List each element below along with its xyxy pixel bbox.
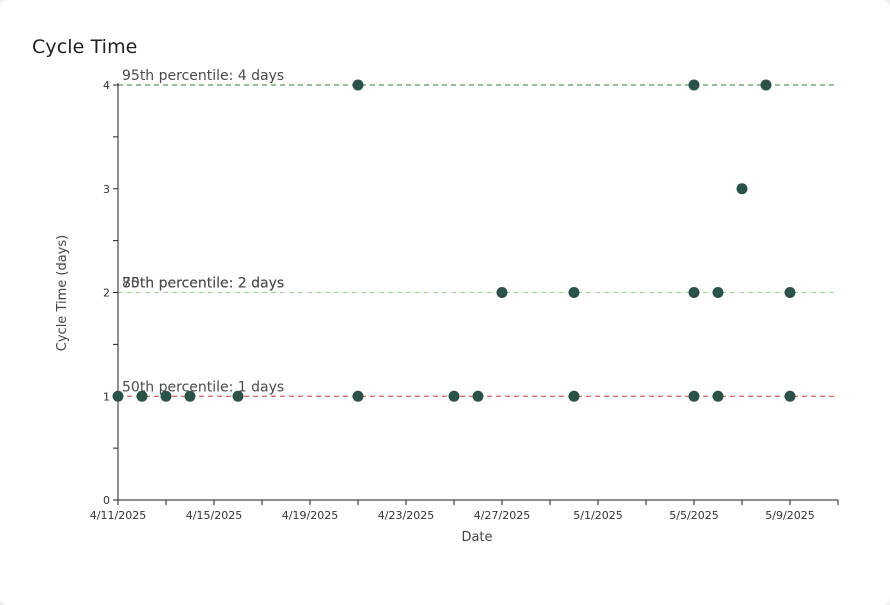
- data-point: [688, 79, 700, 91]
- data-point: [112, 390, 124, 402]
- data-point: [136, 390, 148, 402]
- y-axis-label: Cycle Time (days): [55, 235, 70, 351]
- percentile-label: 85th percentile: 2 days: [122, 276, 284, 292]
- x-tick-label: 4/11/2025: [90, 509, 146, 522]
- data-point: [760, 79, 772, 91]
- data-point: [496, 287, 508, 298]
- data-point: [160, 390, 172, 402]
- percentile-label: 50th percentile: 1 days: [122, 379, 284, 395]
- x-tick-label: 4/23/2025: [378, 509, 434, 522]
- y-tick-label: 0: [103, 494, 110, 507]
- data-point: [352, 390, 364, 402]
- data-point: [448, 390, 460, 402]
- data-point: [784, 287, 796, 298]
- data-point: [352, 79, 364, 91]
- data-point: [184, 390, 196, 402]
- data-point: [232, 390, 244, 402]
- percentile-label: 70th percentile: 2 days: [122, 276, 284, 292]
- data-point: [736, 183, 748, 195]
- data-point: [472, 390, 484, 402]
- x-tick-label: 5/1/2025: [573, 509, 622, 522]
- y-tick-label: 4: [103, 79, 110, 92]
- percentile-labels: 50th percentile: 1 days 70th percentile: …: [122, 68, 284, 395]
- data-point: [712, 287, 724, 298]
- chart-title: Cycle Time: [32, 36, 138, 58]
- x-tick-label: 4/27/2025: [474, 509, 530, 522]
- x-tick-label: 4/19/2025: [282, 509, 338, 522]
- y-tick-label: 1: [103, 390, 110, 403]
- percentile-lines: [118, 84, 838, 397]
- x-tick-label: 5/9/2025: [765, 509, 814, 522]
- y-tick-label: 2: [103, 287, 110, 300]
- data-point: [568, 390, 580, 402]
- y-tick-label: 3: [103, 183, 110, 196]
- data-point: [784, 390, 796, 402]
- percentile-label: 95th percentile: 4 days: [122, 68, 284, 84]
- axes: 0 1 2 3 4 4/11/2025 4/15/2025 4/19/2025 4/23/202…: [90, 79, 839, 522]
- data-point: [688, 287, 700, 298]
- data-points: [112, 79, 796, 402]
- data-point: [688, 390, 700, 402]
- x-axis-label: Date: [461, 530, 492, 545]
- x-tick-label: 5/5/2025: [669, 509, 718, 522]
- x-tick-label: 4/15/2025: [186, 509, 242, 522]
- data-point: [712, 390, 724, 402]
- data-point: [568, 287, 580, 298]
